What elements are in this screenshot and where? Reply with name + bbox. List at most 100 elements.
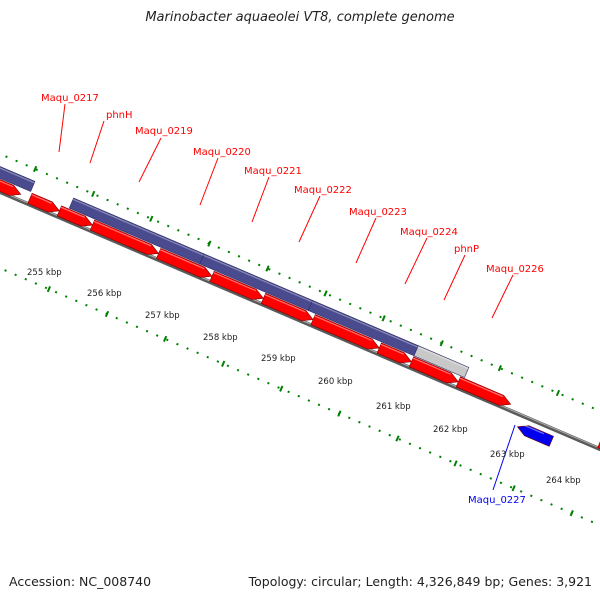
- forward-gene-arrow-6-body: [260, 292, 314, 322]
- operon-bar-grey-body: [413, 345, 470, 378]
- forward-gene-arrow-2: [56, 205, 94, 227]
- forward-gene-arrow-8-body: [376, 342, 412, 364]
- reverse-gene-arrow-shine: [518, 422, 545, 435]
- inner-tick-track-major-tick: [569, 510, 574, 517]
- forward-gene-arrow-7-body: [310, 314, 380, 350]
- outer-tick-track-major-tick: [381, 315, 386, 322]
- outer-tick-track-major-tick: [555, 389, 561, 397]
- kbp-tick-label: 262 kbp: [433, 425, 468, 435]
- forward-gene-arrow-1-body: [27, 192, 60, 213]
- genome-backbone: [0, 189, 600, 452]
- inner-tick-track-major-tick: [395, 435, 400, 442]
- forward-gene-arrow-10: [455, 376, 512, 406]
- gene-label-leader: [251, 176, 270, 223]
- inner-tick-track-major-tick: [162, 335, 168, 343]
- forward-gene-arrow-5-body: [209, 270, 264, 300]
- gene-label: Maqu_0226: [486, 264, 544, 275]
- forward-gene-arrow-0-body: [0, 169, 22, 196]
- forward-gene-arrow-10-shine: [459, 377, 504, 398]
- forward-gene-arrow-2-shine: [60, 206, 86, 219]
- outer-tick-track: [0, 152, 600, 413]
- operon-bar-left-body: [0, 158, 36, 192]
- kbp-tick-label: 264 kbp: [546, 476, 581, 486]
- genome-summary: Topology: circular; Length: 4,326,849 bp…: [248, 574, 592, 589]
- operon-bar-left: [0, 158, 36, 192]
- accession-label: Accession: NC_008740: [9, 574, 152, 589]
- gene-label: Maqu_0223: [349, 207, 407, 218]
- kbp-tick-label: 258 kbp: [203, 333, 238, 343]
- kbp-tick-label: 263 kbp: [490, 450, 525, 460]
- forward-gene-arrow-0-shine: [0, 170, 14, 188]
- kbp-tick-label: 257 kbp: [145, 311, 180, 321]
- kbp-tick-label: 261 kbp: [376, 402, 411, 412]
- gene-label-leader: [298, 195, 321, 243]
- gene-label-leader: [491, 274, 514, 319]
- forward-gene-arrow-0: [0, 169, 22, 196]
- kbp-tick-label: 260 kbp: [318, 377, 353, 387]
- gene-label: Maqu_0227: [468, 495, 526, 506]
- operon-bar-left-shine: [0, 159, 35, 184]
- outer-tick-track-major-tick: [149, 215, 154, 222]
- operon-bar-2-shine: [203, 254, 313, 303]
- outer-tick-track-major-tick: [33, 165, 38, 173]
- outer-tick-track-major-tick: [91, 190, 96, 198]
- forward-gene-arrow-1-shine: [31, 194, 52, 204]
- forward-gene-arrow-7-shine: [314, 315, 372, 341]
- inner-tick-track-major-tick: [453, 460, 458, 467]
- forward-gene-arrow-1: [27, 192, 60, 213]
- forward-gene-arrow-8: [376, 342, 412, 364]
- gene-label: Maqu_0222: [294, 185, 352, 196]
- gene-label: Maqu_0221: [244, 166, 302, 177]
- operon-bar-2: [199, 253, 313, 311]
- reverse-gene-arrow-body: [516, 425, 554, 447]
- forward-gene-arrow-3-shine: [93, 220, 152, 247]
- forward-gene-arrow-5: [209, 270, 264, 300]
- map-title: Marinobacter aquaeolei VT8, complete gen…: [145, 10, 455, 25]
- forward-gene-arrow-9-shine: [412, 357, 451, 375]
- kbp-tick-label: 259 kbp: [261, 354, 296, 364]
- forward-gene-arrow-4-shine: [159, 249, 205, 270]
- gene-label-leader: [404, 237, 428, 285]
- gene-label: Maqu_0224: [400, 227, 458, 238]
- gene-label: Maqu_0220: [193, 147, 251, 158]
- forward-gene-arrow-8-shine: [380, 343, 405, 355]
- inner-tick-track-major-tick: [221, 360, 226, 367]
- gene-label-leader: [492, 424, 516, 491]
- gene-label: Maqu_0219: [135, 126, 193, 137]
- gene-label-leader: [58, 103, 66, 153]
- operon-bar-1-shine: [72, 198, 204, 256]
- genome-backbone-highlight: [0, 190, 600, 449]
- operon-bar-grey: [413, 345, 470, 378]
- forward-gene-arrow-10-body: [455, 376, 512, 406]
- inner-tick-track: [0, 267, 600, 527]
- inner-tick-track-major-tick: [337, 410, 342, 417]
- gene-label: phnP: [454, 244, 479, 255]
- forward-gene-arrow-5-shine: [213, 272, 257, 292]
- forward-gene-arrow-2-body: [56, 205, 94, 227]
- gene-label-leader: [138, 137, 162, 183]
- forward-gene-arrow-4: [156, 247, 213, 278]
- inner-tick-track-major-tick: [279, 385, 284, 392]
- operon-bar-3-shine: [311, 301, 418, 348]
- kbp-tick-label: 256 kbp: [87, 289, 122, 299]
- operon-bar-grey-shine: [417, 346, 469, 370]
- gene-label-leader: [355, 217, 377, 264]
- inner-tick-track-major-tick: [511, 485, 516, 492]
- kbp-tick-label: 255 kbp: [27, 268, 62, 278]
- gene-label: Maqu_0217: [41, 93, 99, 104]
- inner-tick-track-major-tick: [46, 285, 52, 293]
- forward-gene-arrow-9-body: [408, 356, 459, 384]
- forward-gene-arrow-edge: [597, 437, 600, 456]
- outer-tick-track-major-tick: [323, 290, 328, 297]
- gene-label: phnH: [106, 110, 133, 121]
- forward-gene-arrow-9: [408, 356, 459, 384]
- forward-gene-arrow-6-shine: [264, 294, 306, 313]
- forward-gene-arrow-6: [260, 292, 314, 322]
- outer-tick-track-major-tick: [497, 364, 502, 372]
- gene-label-leader: [89, 120, 105, 164]
- forward-gene-arrow-edge-body: [597, 437, 600, 456]
- reverse-gene-arrow: [516, 422, 554, 447]
- forward-gene-arrow-7: [310, 314, 380, 350]
- gene-label-leader: [199, 157, 219, 206]
